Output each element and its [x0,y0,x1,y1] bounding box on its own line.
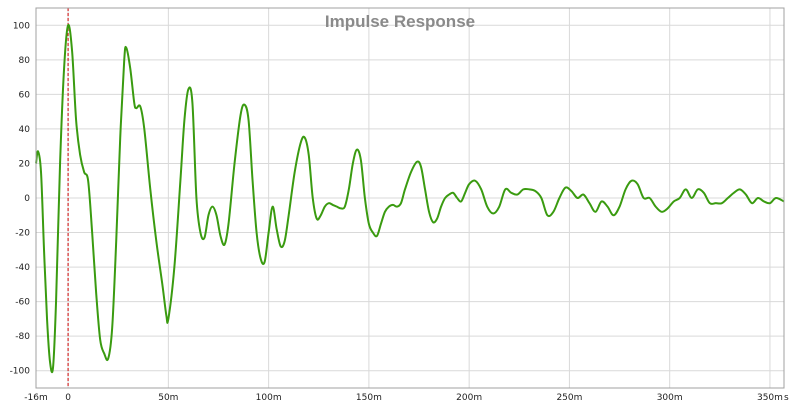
chart-series [35,23,785,374]
x-axis-ticks: -16m 0 50m 100m 150m 200m 250m 300m 350m [24,393,783,403]
chart-title: Impulse Response [325,12,475,31]
x-tick-label: 150m [356,393,382,403]
y-tick-label: 40 [19,125,31,135]
y-tick-label: -80 [15,332,30,342]
x-axis-unit: s [784,393,789,403]
y-tick-label: 20 [19,159,31,169]
x-tick-label: 300m [657,393,683,403]
x-tick-label: 200m [456,393,482,403]
x-tick-label: 350m [757,393,783,403]
x-tick-label: 100m [256,393,282,403]
y-tick-label: -100 [10,367,31,377]
y-tick-label: 80 [19,56,31,66]
chart-grid [36,8,784,388]
y-tick-label: 100 [13,21,30,31]
y-tick-label: -60 [15,298,30,308]
y-tick-label: 0 [24,194,30,204]
y-axis-ticks: 100 80 60 40 20 0 -20 -40 -60 -80 -100 [10,21,31,376]
plot-frame [35,7,785,389]
y-tick-label: 60 [19,90,31,100]
y-tick-label: -20 [15,229,30,239]
x-tick-label: 50m [158,393,178,403]
x-tick-label: 0 [65,393,71,403]
x-tick-label: 250m [556,393,582,403]
impulse-response-line [35,23,785,374]
y-tick-label: -40 [15,263,30,273]
x-tick-label: -16m [24,393,47,403]
